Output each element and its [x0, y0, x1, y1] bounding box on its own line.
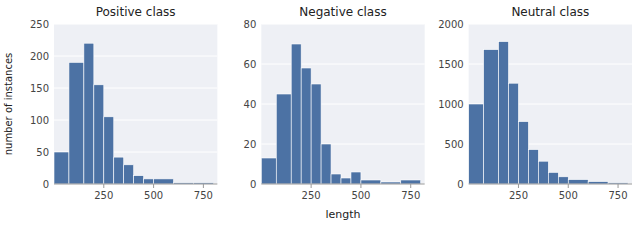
y-tick-label: 200: [30, 51, 49, 62]
y-tick-label: 100: [30, 115, 49, 126]
bar: [104, 117, 114, 184]
x-axis-label: length: [325, 208, 360, 221]
x-tick: [568, 184, 569, 188]
bar: [361, 180, 381, 184]
bar: [69, 62, 84, 184]
x-tick: [311, 184, 312, 188]
bar: [351, 172, 361, 184]
panel: 0 50 100 150 200 250 250 500 750 Positive class nu…: [3, 5, 217, 201]
grid-line: [261, 64, 424, 65]
y-tick-label: 0: [457, 179, 463, 190]
y-tick-label: 0: [250, 179, 256, 190]
bar: [568, 180, 588, 184]
bar: [301, 68, 311, 184]
x-tick: [618, 184, 619, 188]
bar: [528, 150, 538, 184]
y-tick-label: 1500: [438, 59, 463, 70]
bar: [94, 85, 104, 184]
bar: [84, 43, 94, 184]
bar: [469, 104, 484, 184]
bar: [401, 180, 421, 184]
plot-background: [261, 24, 424, 184]
y-tick-label: 2000: [438, 19, 463, 30]
x-tick-label: 750: [609, 190, 628, 201]
bar: [331, 174, 341, 184]
title: Neutral class: [511, 5, 589, 19]
x-tick-label: 250: [509, 190, 528, 201]
x-tick: [360, 184, 361, 188]
panel: 0 500 1000 1500 2000 250 500 750 Neutral class: [438, 5, 632, 201]
y-tick-label: 250: [30, 19, 49, 30]
bars: [469, 42, 628, 184]
bar: [134, 176, 144, 184]
panel: 0 20 40 60 80 250 500 750 Negative class length: [244, 5, 425, 221]
y-tick-label: 50: [36, 147, 49, 158]
x-axis-line: [469, 184, 632, 185]
bar: [114, 157, 124, 184]
bar: [499, 42, 509, 184]
x-tick: [153, 184, 154, 188]
bar: [54, 152, 69, 184]
plot-background: [54, 24, 217, 184]
x-tick-label: 250: [302, 190, 321, 201]
bar: [261, 158, 276, 184]
grid-line: [54, 56, 217, 57]
x-tick-label: 500: [351, 190, 370, 201]
bars: [54, 43, 213, 184]
x-tick-label: 500: [559, 190, 578, 201]
grid-line: [469, 24, 632, 25]
bar: [509, 83, 519, 184]
bar: [558, 177, 568, 184]
x-tick-label: 500: [144, 190, 163, 201]
x-tick-label: 750: [401, 190, 420, 201]
bar: [341, 178, 351, 184]
y-tick-label: 0: [43, 179, 49, 190]
bar: [124, 165, 134, 184]
bar: [518, 122, 528, 184]
bar: [548, 172, 558, 184]
grid-line: [54, 24, 217, 25]
y-tick-label: 500: [445, 139, 464, 150]
bar: [144, 179, 154, 184]
bar: [154, 179, 174, 184]
x-tick: [203, 184, 204, 188]
y-tick-label: 80: [244, 19, 257, 30]
x-axis-line: [54, 184, 217, 185]
figure: 050100150200250250500750Positive classnu…: [0, 0, 640, 233]
y-axis-label: number of instances: [3, 53, 14, 156]
bar: [291, 44, 301, 184]
bar: [538, 161, 548, 184]
x-tick: [518, 184, 519, 188]
plot-background: [469, 24, 632, 184]
bar: [484, 50, 499, 184]
y-tick-label: 1000: [438, 99, 463, 110]
y-tick-label: 40: [244, 99, 257, 110]
x-tick-label: 750: [194, 190, 213, 201]
grid-line: [261, 24, 424, 25]
grid-line: [261, 184, 424, 185]
x-tick: [103, 184, 104, 188]
x-axis-line: [261, 184, 424, 185]
x-tick: [410, 184, 411, 188]
bar: [311, 84, 321, 184]
y-tick-label: 20: [244, 139, 257, 150]
title: Negative class: [299, 5, 386, 19]
x-tick-label: 250: [94, 190, 113, 201]
bar: [321, 144, 331, 184]
title: Positive class: [96, 5, 176, 19]
bar: [276, 94, 291, 184]
grid-line: [469, 184, 632, 185]
y-tick-label: 60: [244, 59, 257, 70]
bars: [261, 44, 420, 184]
y-tick-label: 150: [30, 83, 49, 94]
grid-line: [54, 184, 217, 185]
